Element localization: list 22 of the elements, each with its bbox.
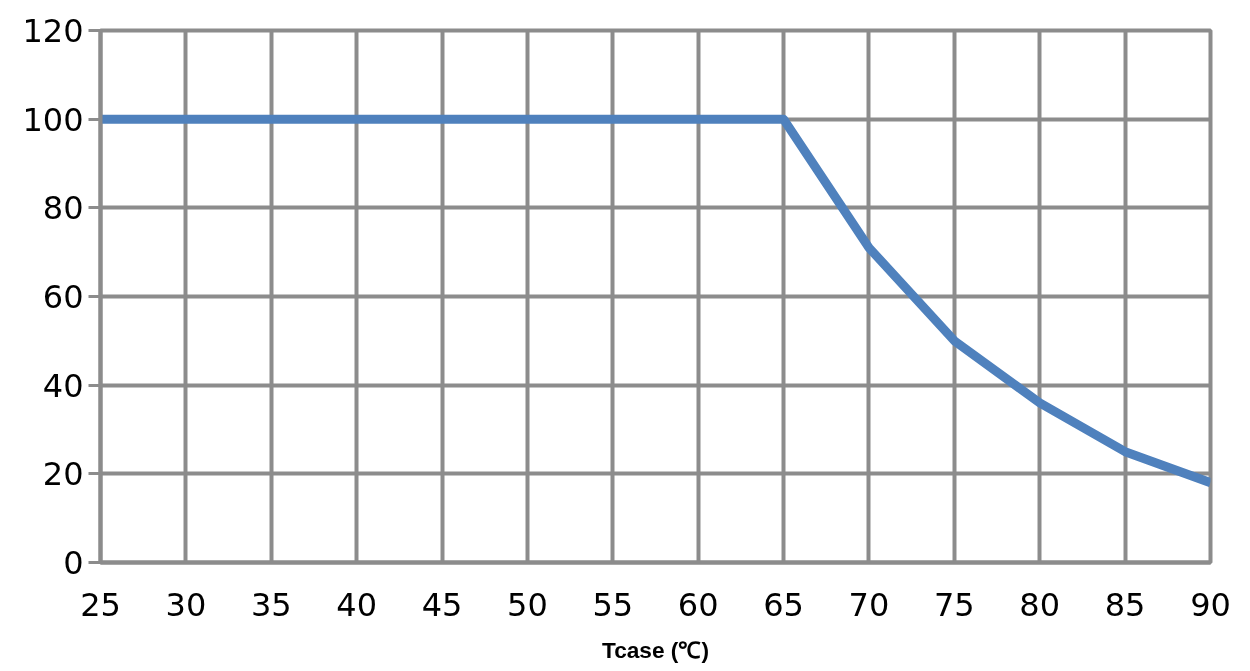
y-tick-label: 100	[22, 100, 84, 139]
x-tick-label: 85	[1104, 585, 1146, 624]
x-tick-label: 40	[336, 585, 378, 624]
y-tick-label: 20	[42, 455, 84, 494]
x-tick-label: 70	[848, 585, 890, 624]
y-tick-label: 60	[42, 278, 84, 316]
y-tick-label: 120	[22, 12, 84, 50]
x-tick-label: 30	[165, 585, 207, 624]
x-tick-label: 45	[421, 585, 463, 624]
x-tick-label: 65	[763, 585, 804, 624]
y-tick-label: 40	[42, 366, 84, 405]
y-tick-label: 80	[42, 189, 84, 228]
x-tick-label: 55	[592, 585, 634, 624]
x-tick-label: 25	[80, 585, 121, 624]
x-tick-label: 60	[677, 585, 719, 624]
x-axis-title: Tcase (℃)	[602, 636, 709, 663]
x-tick-label: 50	[507, 585, 548, 624]
x-tick-label: 75	[933, 585, 975, 624]
x-tick-label: 80	[1019, 585, 1061, 624]
x-tick-label: 35	[250, 585, 292, 624]
y-tick-label: 0	[63, 544, 84, 582]
x-tick-label: 90	[1190, 585, 1231, 624]
